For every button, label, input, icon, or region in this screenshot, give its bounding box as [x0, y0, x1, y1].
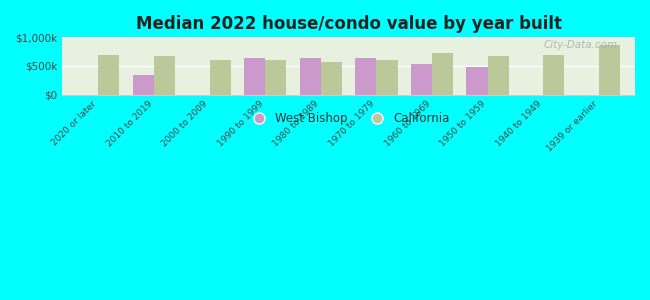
Bar	[209, 60, 231, 94]
Bar	[154, 56, 175, 94]
Bar	[432, 53, 453, 94]
Bar	[300, 58, 320, 94]
Text: City-Data.com: City-Data.com	[543, 40, 618, 50]
Bar	[356, 58, 376, 94]
Bar	[133, 74, 154, 94]
Bar	[599, 45, 620, 94]
Bar	[265, 60, 286, 94]
Title: Median 2022 house/condo value by year built: Median 2022 house/condo value by year bu…	[136, 15, 562, 33]
Legend: West Bishop, California: West Bishop, California	[242, 107, 455, 130]
Bar	[320, 62, 342, 94]
Bar	[467, 67, 488, 94]
Bar	[98, 55, 120, 94]
Bar	[244, 58, 265, 94]
Bar	[411, 64, 432, 94]
Bar	[376, 60, 398, 94]
Bar	[488, 56, 509, 94]
Bar	[543, 55, 564, 94]
